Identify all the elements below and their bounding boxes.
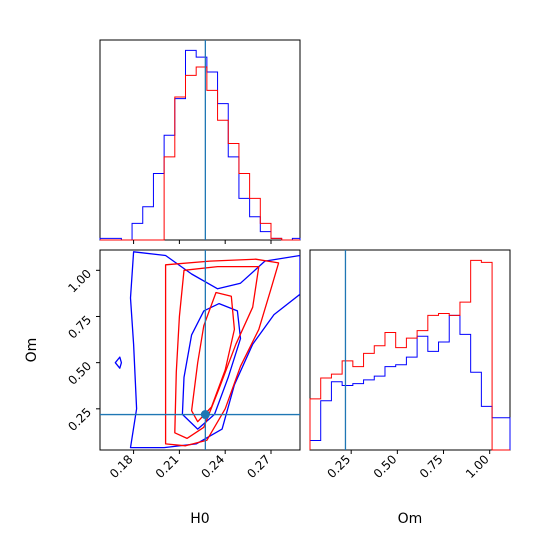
om-histogram-ticks: 0.25 0.50 0.75 1.00 <box>325 450 492 481</box>
om-histogram-tick-label: 0.25 <box>325 452 354 481</box>
h0-histogram-panel <box>99 39 301 244</box>
om-tick-label: 0.50 <box>65 359 94 388</box>
contour-blue-marker <box>114 356 123 369</box>
h0-tick-label: 0.27 <box>244 452 273 481</box>
om-histogram-tick-label: 1.00 <box>463 452 492 481</box>
h0-tick-label: 0.21 <box>153 452 182 481</box>
contour-blue-inner <box>181 302 242 430</box>
om-tick-label: 0.25 <box>65 405 94 434</box>
truth-crosshair <box>100 250 300 450</box>
h0-tick-label: 0.24 <box>199 452 228 481</box>
truth-point <box>200 410 210 420</box>
om-histogram-axis-label: Om <box>398 511 423 527</box>
om-histogram-blue <box>309 314 511 450</box>
h0-axis-ticks: 0.18 0.21 0.24 0.27 <box>107 450 273 481</box>
h0-histogram-red <box>100 66 300 241</box>
h0-om-contour-panel: 0.18 0.21 0.24 0.27 0.25 0.50 0.75 1.00 H0 Om <box>24 249 301 527</box>
h0-histogram-frame <box>99 39 301 241</box>
om-axis-ticks: 0.25 0.50 0.75 1.00 <box>65 267 100 434</box>
h0-tick-label: 0.18 <box>107 452 136 481</box>
contour-red-inner <box>174 265 260 440</box>
om-tick-label: 0.75 <box>65 313 94 342</box>
h0-histogram-series <box>99 49 301 241</box>
om-tick-label: 1.00 <box>65 267 94 296</box>
h0-histogram-ticks <box>133 240 272 244</box>
om-histogram-tick-label: 0.75 <box>417 452 446 481</box>
contour-lines <box>114 251 300 449</box>
om-histogram-tick-label: 0.50 <box>371 452 400 481</box>
om-histogram-frame <box>309 249 511 451</box>
h0-axis-label: H0 <box>190 511 209 527</box>
om-histogram-red <box>309 259 510 451</box>
contour-red-outer <box>164 258 280 447</box>
om-axis-label: Om <box>24 338 40 363</box>
om-histogram-series <box>309 259 511 451</box>
om-histogram-panel: 0.25 0.50 0.75 1.00 Om <box>309 249 511 527</box>
